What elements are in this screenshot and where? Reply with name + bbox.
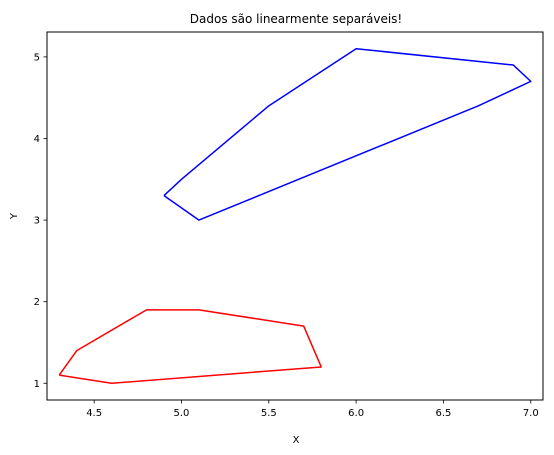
plot-frame [46,31,544,401]
y-axis-ticks: 1 2 3 4 5 [34,52,47,390]
x-tick-label: 5.5 [261,408,277,419]
y-axis-label: Y [9,212,20,220]
series-line-2 [163,47,532,221]
x-tick-label: 5.0 [174,408,190,419]
plot-area [46,31,544,401]
series-layer [58,47,532,385]
x-tick-label: 4.5 [86,408,102,419]
y-tick-label: 5 [34,52,40,63]
y-tick-label: 4 [34,134,40,145]
y-tick-label: 2 [34,297,40,308]
x-tick-label: 7.0 [523,408,539,419]
x-tick-label: 6.0 [348,408,364,419]
chart-title: Dados são linearmente separáveis! [190,12,402,26]
x-axis-ticks: 4.5 5.0 5.5 6.0 6.5 7.0 [86,400,539,419]
y-tick-label: 1 [34,379,40,390]
series-line-1 [58,309,322,385]
x-tick-label: 6.5 [435,408,451,419]
y-tick-label: 3 [34,216,40,227]
x-axis-label: X [293,435,300,446]
